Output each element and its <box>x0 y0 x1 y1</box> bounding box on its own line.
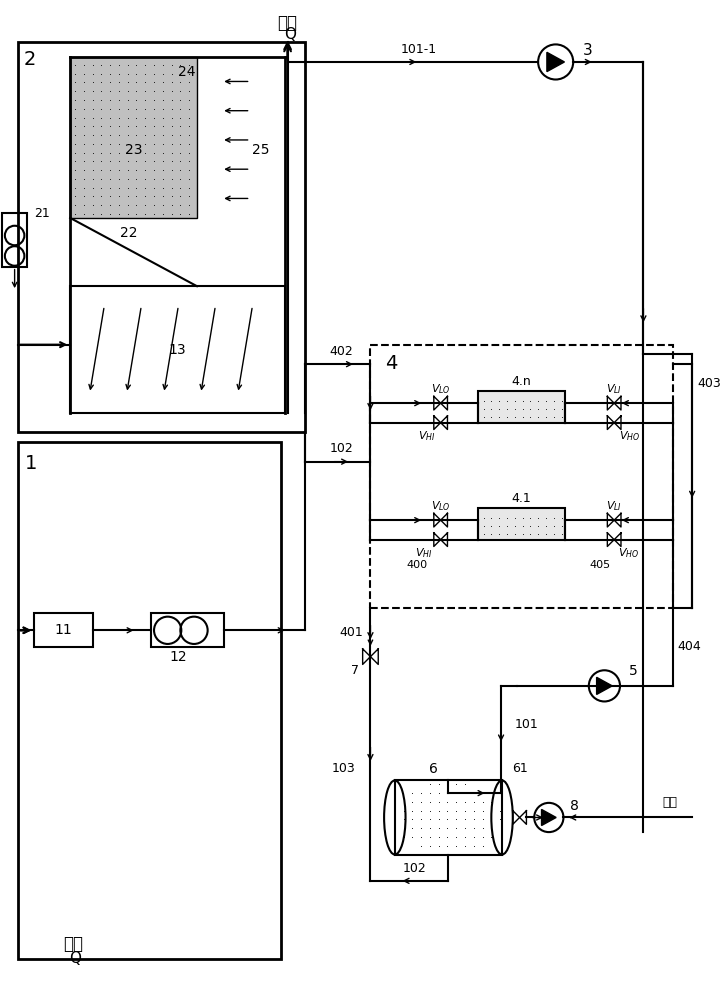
Text: 400: 400 <box>407 560 428 570</box>
Text: 11: 11 <box>55 623 72 637</box>
Polygon shape <box>70 57 197 218</box>
Text: 24: 24 <box>179 65 196 79</box>
Text: 102: 102 <box>329 442 353 455</box>
Text: 产水: 产水 <box>278 14 297 32</box>
Text: 22: 22 <box>120 226 138 240</box>
Bar <box>17 442 281 959</box>
Bar <box>477 508 565 540</box>
Text: $V_{HO}$: $V_{HO}$ <box>619 429 640 443</box>
Text: 403: 403 <box>697 377 720 390</box>
Text: 8: 8 <box>570 799 579 813</box>
Text: $V_{HI}$: $V_{HI}$ <box>415 546 433 560</box>
Text: 401: 401 <box>339 626 363 639</box>
Bar <box>395 780 502 855</box>
Text: 5: 5 <box>629 664 637 678</box>
Text: $V_{LI}$: $V_{LI}$ <box>606 500 622 513</box>
Text: 103: 103 <box>332 762 356 775</box>
Polygon shape <box>541 809 556 826</box>
Text: 101-1: 101-1 <box>401 43 437 56</box>
Text: 13: 13 <box>168 343 186 357</box>
Text: $V_{LO}$: $V_{LO}$ <box>431 383 451 396</box>
Polygon shape <box>597 677 612 694</box>
Bar <box>17 42 305 432</box>
Text: 405: 405 <box>589 560 610 570</box>
Text: 1: 1 <box>25 454 37 473</box>
Text: Q: Q <box>284 27 297 42</box>
Text: 6: 6 <box>429 762 438 776</box>
Text: 4.n: 4.n <box>512 375 531 388</box>
Text: 25: 25 <box>251 143 269 157</box>
Text: $V_{HI}$: $V_{HI}$ <box>418 429 436 443</box>
Bar <box>2 213 27 267</box>
Text: 3: 3 <box>583 43 593 58</box>
Text: $V_{HO}$: $V_{HO}$ <box>618 546 639 560</box>
Text: 空气: 空气 <box>662 796 678 809</box>
Bar <box>371 345 672 608</box>
Text: $V_{LI}$: $V_{LI}$ <box>606 383 622 396</box>
Polygon shape <box>547 52 564 72</box>
Text: 7: 7 <box>351 664 359 677</box>
Text: $V_{LO}$: $V_{LO}$ <box>431 500 451 513</box>
Text: 404: 404 <box>678 640 701 653</box>
Text: 21: 21 <box>34 207 50 220</box>
Text: 101: 101 <box>515 718 539 731</box>
Text: 4: 4 <box>385 354 397 373</box>
Text: 12: 12 <box>170 650 187 664</box>
Text: 4.1: 4.1 <box>512 492 531 505</box>
Text: 进水: 进水 <box>63 935 83 953</box>
Bar <box>477 391 565 423</box>
Text: 61: 61 <box>512 762 528 775</box>
Bar <box>151 613 224 647</box>
Text: 402: 402 <box>329 345 353 358</box>
Bar <box>70 286 284 413</box>
Text: 23: 23 <box>125 143 143 157</box>
Text: Q: Q <box>69 951 81 966</box>
Text: 102: 102 <box>402 862 426 875</box>
Text: 2: 2 <box>23 50 36 69</box>
Bar <box>34 613 93 647</box>
